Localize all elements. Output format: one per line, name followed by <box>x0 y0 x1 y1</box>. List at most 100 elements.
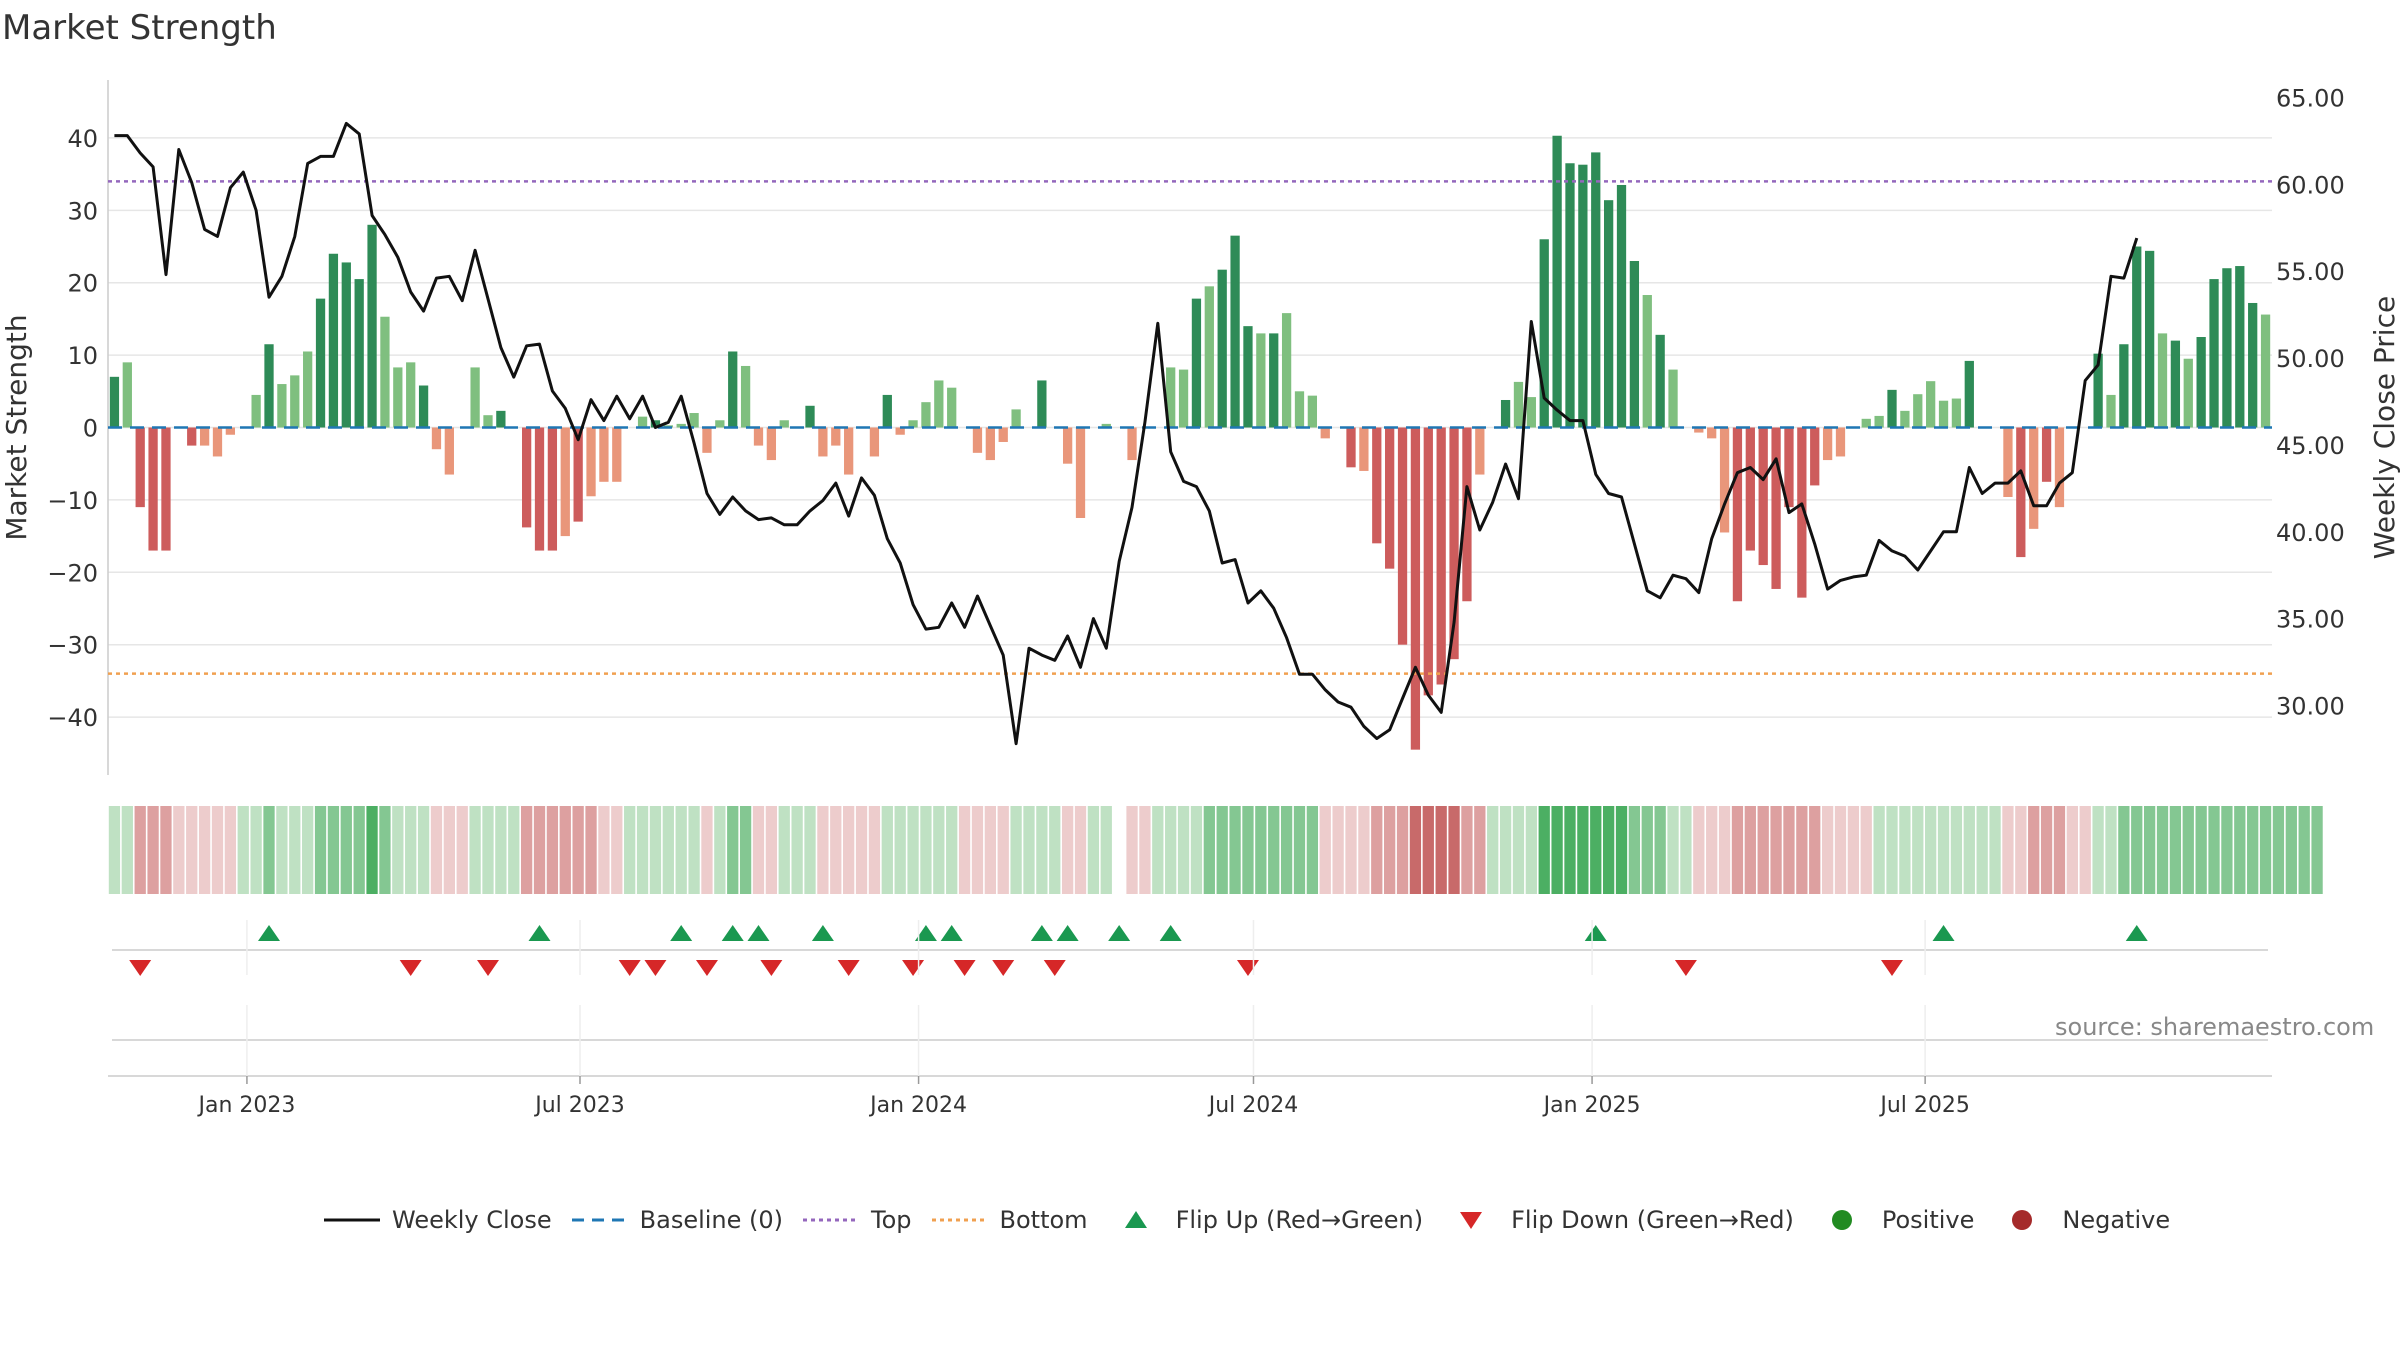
strength-bar <box>766 427 777 461</box>
heat-cell <box>1693 806 1705 894</box>
heat-cell <box>1306 806 1319 894</box>
strength-bar <box>2003 427 2013 497</box>
strength-bar <box>534 427 545 551</box>
y2-tick-label: 30.00 <box>2276 693 2345 721</box>
heat-cell <box>1577 806 1589 894</box>
strength-bar <box>406 362 416 428</box>
heat-cell <box>2015 806 2027 894</box>
strength-bar <box>1101 423 1111 428</box>
heat-cell <box>1950 806 1963 894</box>
heat-cell <box>662 806 674 894</box>
strength-bar <box>689 413 699 428</box>
x-tick-label: Jan 2023 <box>196 1093 295 1118</box>
strength-bar <box>573 427 583 522</box>
heat-cell <box>1821 806 1834 894</box>
heat-cell <box>804 806 816 894</box>
strength-bar <box>1603 200 1614 428</box>
strength-bar <box>1385 427 1395 569</box>
strength-bar <box>831 427 841 446</box>
strength-bar <box>1964 360 1974 428</box>
strength-bar <box>1166 367 1176 428</box>
flip-up-marker <box>670 925 693 941</box>
strength-bar <box>199 427 210 446</box>
heat-cell <box>2118 806 2130 894</box>
heat-cell <box>353 806 365 894</box>
strength-bar <box>547 427 558 551</box>
legend: Weekly Close Baseline (0) Top Bottom Flip Up… <box>322 1206 2188 1234</box>
y-tick-label: −20 <box>47 559 98 587</box>
heat-cell <box>1796 806 1808 894</box>
heat-cell <box>1564 806 1576 894</box>
strength-bar <box>2235 266 2245 428</box>
y2-tick-label: 45.00 <box>2276 432 2345 460</box>
strength-bar <box>612 427 622 482</box>
legend-item: Negative <box>1992 1206 2170 1234</box>
heat-cell <box>1525 806 1537 894</box>
flip-up-marker <box>1030 925 1053 941</box>
heat-cell <box>559 806 571 894</box>
heat-cell <box>173 806 185 894</box>
strength-bar <box>1075 427 1086 518</box>
strength-bar <box>1591 152 1601 428</box>
strength-bar <box>187 427 197 446</box>
heat-cell <box>302 806 314 894</box>
strength-bar <box>2209 279 2219 428</box>
heat-cell <box>1177 806 1190 894</box>
strength-bar <box>2093 353 2103 428</box>
heat-cell <box>276 806 288 894</box>
legend-swatch <box>803 1218 860 1222</box>
strength-bar <box>1758 427 1768 566</box>
strength-bar <box>1835 427 1846 457</box>
heat-cell <box>1680 806 1692 894</box>
heat-cell <box>211 806 224 894</box>
y2-tick-label: 35.00 <box>2276 606 2345 634</box>
weekly-close-line <box>114 121 2139 746</box>
strength-bar <box>393 367 403 428</box>
heat-cell <box>585 806 597 894</box>
legend-swatch <box>571 1218 628 1222</box>
heat-cell <box>1654 806 1666 894</box>
strength-bar <box>1346 427 1356 468</box>
x-tick-label: Jan 2024 <box>868 1093 967 1118</box>
heat-cell <box>1963 806 1975 894</box>
heat-cell <box>1744 806 1756 894</box>
strength-bar <box>135 427 145 508</box>
strength-bar <box>818 427 828 457</box>
legend-label: Top <box>871 1206 912 1234</box>
strength-bar <box>1578 164 1588 428</box>
heat-cell <box>714 806 726 894</box>
strength-bar <box>1281 313 1292 428</box>
heat-cell <box>1165 806 1177 894</box>
strength-bar <box>1784 427 1794 508</box>
strength-bar <box>2260 314 2271 428</box>
flip-up-marker <box>1056 925 1079 941</box>
strength-bar <box>2170 340 2181 428</box>
y-tick-label: −30 <box>47 632 98 660</box>
heat-cell <box>186 806 198 894</box>
heat-cell <box>1384 806 1396 894</box>
strength-bar <box>1552 135 1562 428</box>
heat-cell <box>1061 806 1074 894</box>
heat-cell <box>147 806 159 894</box>
heat-cell <box>1280 806 1293 894</box>
heat-cell <box>817 806 829 894</box>
strength-bar <box>1926 381 1936 428</box>
strength-bar <box>1011 409 1021 428</box>
flip-up-marker <box>914 925 937 941</box>
strength-bar <box>779 420 789 428</box>
heat-cell <box>1602 806 1615 894</box>
legend-label: Flip Up (Red→Green) <box>1175 1206 1424 1234</box>
flip-up-marker <box>940 925 963 941</box>
heat-cell <box>739 806 752 894</box>
strength-bar <box>1423 427 1433 696</box>
strength-bar <box>2183 358 2193 428</box>
strength-bar <box>882 394 892 428</box>
strength-bar <box>341 262 351 428</box>
heat-cell <box>520 806 533 894</box>
legend-swatch <box>1831 1210 1852 1230</box>
heat-cell <box>366 806 378 894</box>
strength-bar <box>1500 399 1511 428</box>
strength-bar <box>212 427 223 457</box>
flip-down-marker <box>695 960 718 976</box>
heat-cell <box>2195 806 2207 894</box>
